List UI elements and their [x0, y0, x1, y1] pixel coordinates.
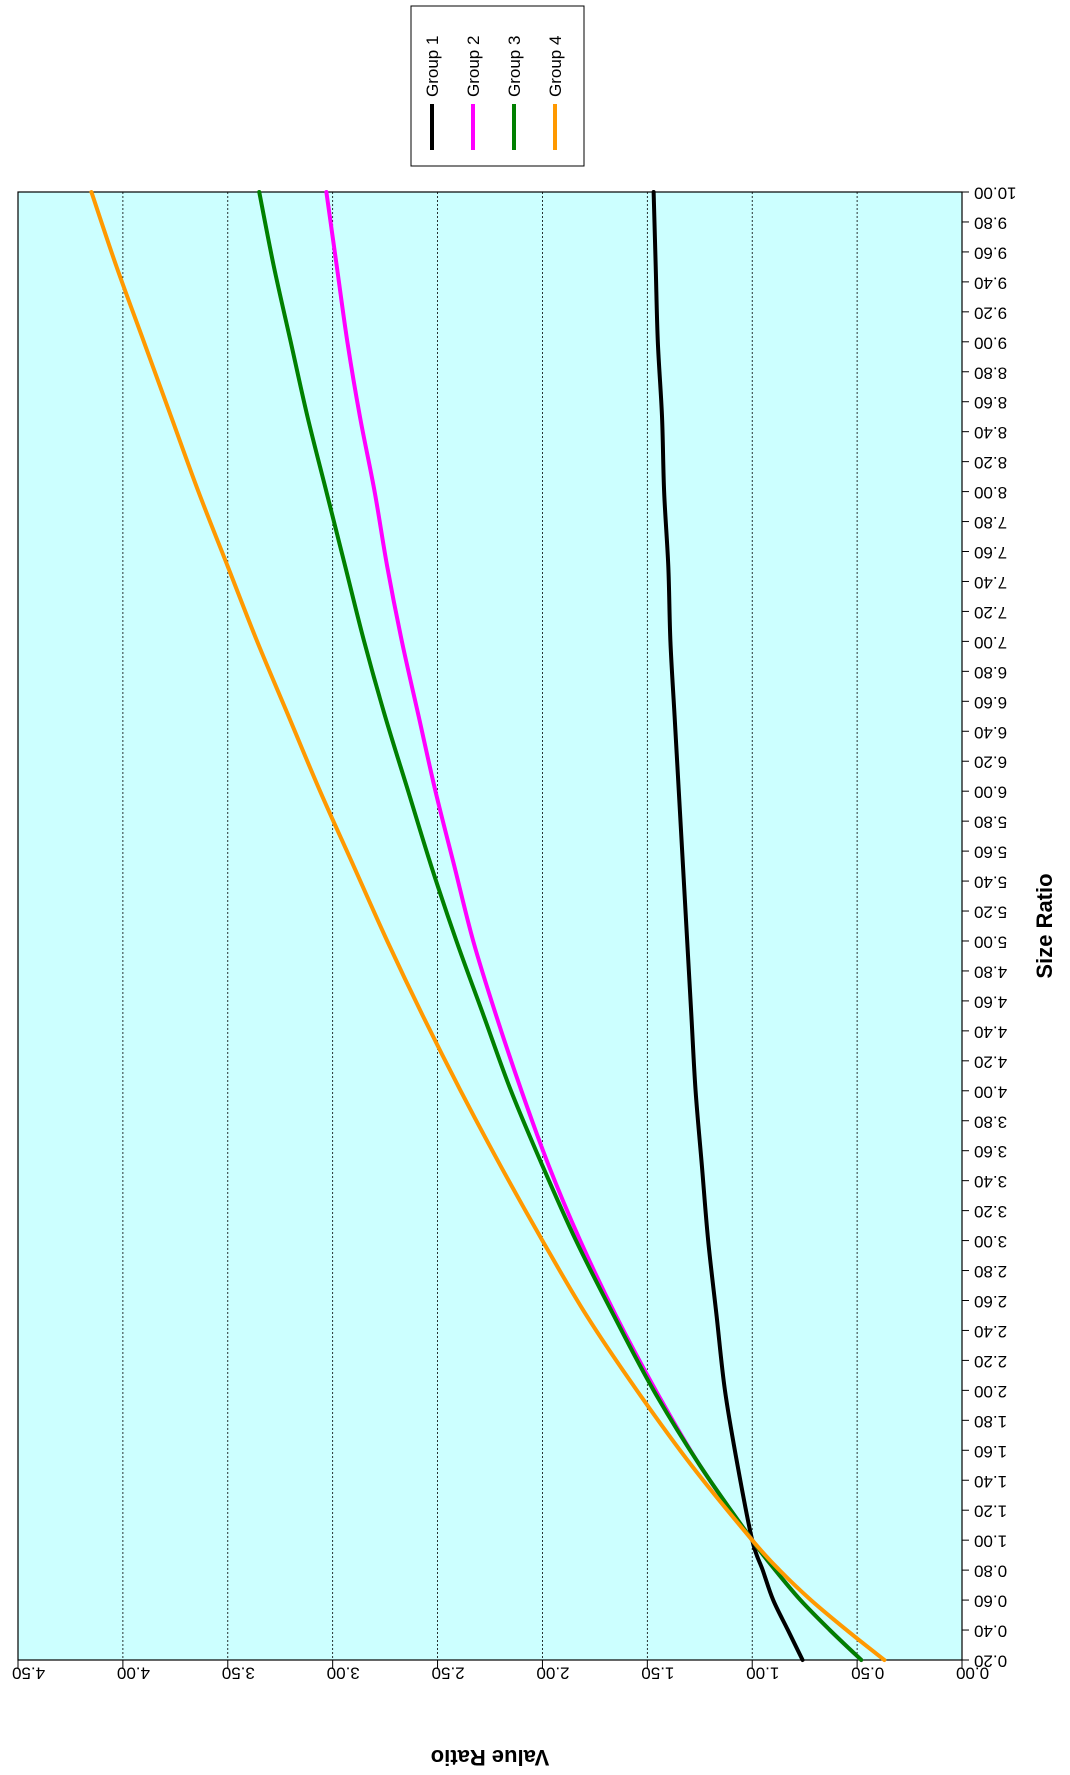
- legend-label-4: Group 4: [546, 36, 565, 97]
- size-tick-label: 9.60: [974, 243, 1007, 262]
- legend-label-1: Group 1: [423, 36, 442, 97]
- size-tick-label: 8.00: [974, 483, 1007, 502]
- size-tick-label: 9.20: [974, 303, 1007, 322]
- size-tick-label: 1.60: [974, 1442, 1007, 1461]
- size-tick-label: 9.00: [974, 333, 1007, 352]
- value-tick-label: 4.50: [12, 1664, 45, 1683]
- value-tick-label: 4.00: [117, 1664, 150, 1683]
- size-tick-label: 4.80: [974, 962, 1007, 981]
- legend-label-3: Group 3: [505, 36, 524, 97]
- size-tick-label: 3.80: [974, 1112, 1007, 1131]
- value-tick-label: 3.00: [327, 1664, 360, 1683]
- size-tick-label: 3.40: [974, 1172, 1007, 1191]
- size-tick-label: 6.40: [974, 723, 1007, 742]
- size-tick-label: 7.20: [974, 603, 1007, 622]
- value-tick-label: 2.50: [432, 1664, 465, 1683]
- size-tick-label: 3.00: [974, 1232, 1007, 1251]
- size-tick-label: 7.40: [974, 573, 1007, 592]
- size-tick-label: 8.80: [974, 363, 1007, 382]
- size-tick-label: 2.00: [974, 1382, 1007, 1401]
- size-tick-label: 6.20: [974, 753, 1007, 772]
- size-tick-label: 2.60: [974, 1292, 1007, 1311]
- size-tick-label: 1.40: [974, 1472, 1007, 1491]
- y-axis-title: Value Ratio: [431, 1745, 550, 1770]
- size-tick-label: 0.20: [974, 1652, 1007, 1671]
- legend: Group 1 Group 2 Group 3 Group 4: [410, 5, 585, 167]
- size-tick-label: 7.60: [974, 543, 1007, 562]
- size-tick-label: 8.60: [974, 393, 1007, 412]
- value-tick-label: 2.00: [536, 1664, 569, 1683]
- size-tick-label: 7.00: [974, 633, 1007, 652]
- size-tick-label: 5.20: [974, 903, 1007, 922]
- size-tick-label: 6.60: [974, 693, 1007, 712]
- value-tick-label: 0.50: [851, 1664, 884, 1683]
- size-tick-label: 4.40: [974, 1022, 1007, 1041]
- size-tick-label: 1.00: [974, 1532, 1007, 1551]
- size-tick-label: 8.20: [974, 453, 1007, 472]
- size-tick-label: 10.00: [974, 184, 1017, 203]
- plot-area: 0.00 0.50 1.00 1.50 2.00 2.50 3.00 3.50 4.00 4.50…: [12, 184, 1057, 1770]
- size-tick-label: 3.60: [974, 1142, 1007, 1161]
- size-tick-label: 2.40: [974, 1322, 1007, 1341]
- size-tick-label: 2.20: [974, 1352, 1007, 1371]
- size-tick-label: 6.80: [974, 663, 1007, 682]
- size-tick-label: 4.60: [974, 992, 1007, 1011]
- x-axis-title: Size Ratio: [1032, 873, 1057, 978]
- value-tick-label: 0.00: [956, 1664, 989, 1683]
- value-tick-label: 1.00: [746, 1664, 779, 1683]
- size-tick-label: 5.00: [974, 932, 1007, 951]
- plot-background: [17, 191, 963, 1661]
- size-tick-label: 5.60: [974, 843, 1007, 862]
- size-tick-label: 4.20: [974, 1052, 1007, 1071]
- size-tick-label: 0.40: [974, 1622, 1007, 1641]
- size-tick-label: 2.80: [974, 1262, 1007, 1281]
- size-tick-label: 4.00: [974, 1082, 1007, 1101]
- size-tick-label: 5.40: [974, 873, 1007, 892]
- size-tick-label: 9.80: [974, 213, 1007, 232]
- size-tick-label: 7.80: [974, 513, 1007, 532]
- size-tick-label: 1.20: [974, 1502, 1007, 1521]
- legend-label-2: Group 2: [464, 36, 483, 97]
- size-tick-label: 3.20: [974, 1202, 1007, 1221]
- value-tick-label: 3.50: [222, 1664, 255, 1683]
- size-tick-label: 1.80: [974, 1412, 1007, 1431]
- value-tick-label: 1.50: [641, 1664, 674, 1683]
- series-line-4: [89, 190, 887, 1662]
- size-tick-label: 0.80: [974, 1562, 1007, 1581]
- size-tick-label: 8.40: [974, 423, 1007, 442]
- size-tick-label: 5.80: [974, 813, 1007, 832]
- size-tick-label: 6.00: [974, 783, 1007, 802]
- size-tick-label: 0.60: [974, 1592, 1007, 1611]
- size-tick-label: 9.40: [974, 273, 1007, 292]
